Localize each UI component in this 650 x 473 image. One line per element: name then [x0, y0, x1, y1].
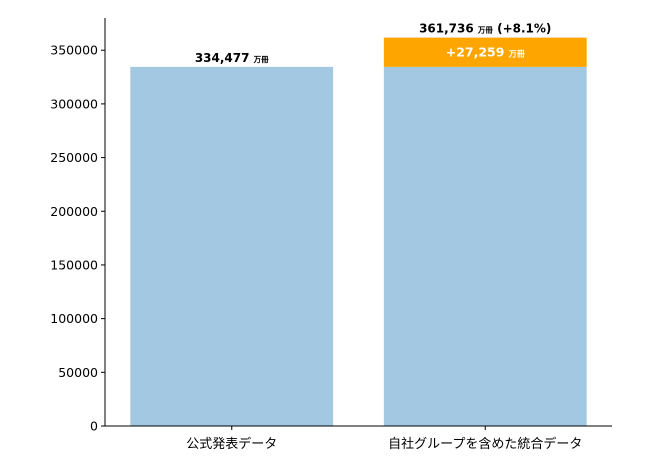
- y-tick-label: 200000: [50, 204, 98, 219]
- y-tick-label: 250000: [50, 150, 98, 165]
- difference-unit: 万冊: [508, 50, 525, 59]
- total-unit: 万冊: [477, 26, 493, 35]
- total-unit: 万冊: [253, 55, 269, 64]
- x-tick-label: 自社グループを含めた統合データ: [388, 436, 582, 452]
- total-label-1: 361,736 万冊 (+8.1%): [419, 22, 551, 36]
- total-number: 334,477: [195, 51, 254, 65]
- axes-layer: 0 50000 100000 150000 200000 250000 300000 3500…: [50, 18, 612, 452]
- x-tick-label: 公式発表データ: [186, 436, 277, 452]
- difference-number: +27,259: [446, 45, 509, 60]
- y-tick-label: 350000: [50, 43, 98, 58]
- y-tick-label: 50000: [58, 365, 98, 380]
- difference-label: +27,259 万冊: [446, 45, 525, 60]
- bars-layer: [130, 37, 587, 426]
- bar-base-1: [383, 66, 587, 426]
- y-tick-label: 300000: [50, 96, 98, 111]
- y-tick-label: 100000: [50, 311, 98, 326]
- total-label-0: 334,477 万冊: [195, 51, 269, 65]
- y-tick-label: 0: [90, 419, 98, 434]
- bar-base-0: [130, 66, 334, 426]
- bar-increase-1: [383, 37, 587, 67]
- total-number: 361,736: [419, 22, 478, 36]
- y-tick-label: 150000: [50, 257, 98, 272]
- total-percent: (+8.1%): [493, 22, 551, 36]
